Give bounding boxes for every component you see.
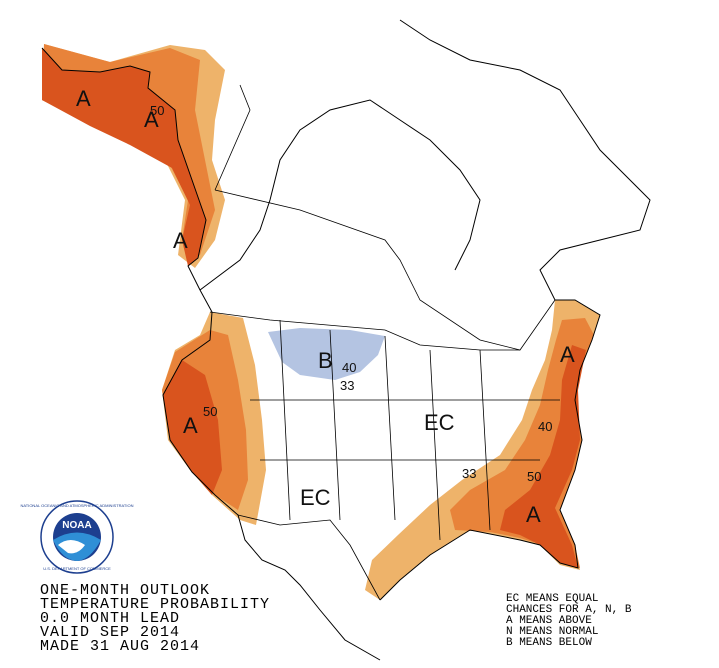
info-line: TEMPERATURE PROBABILITY — [40, 596, 270, 613]
map-label: A — [560, 342, 575, 367]
map-label: EC — [300, 485, 331, 510]
legend-line: N MEANS NORMAL — [506, 626, 598, 638]
map-contour-label: 33 — [340, 378, 354, 393]
map-contour-label: 33 — [462, 466, 476, 481]
map-label: A — [183, 413, 198, 438]
logo-text: NOAA — [62, 520, 91, 531]
map-label: B — [318, 348, 333, 373]
logo-ring-text: U.S. DEPARTMENT OF COMMERCE — [43, 566, 111, 571]
legend: EC MEANS EQUAL CHANCES FOR A, N, B A MEA… — [506, 593, 632, 649]
below-shading — [268, 328, 385, 380]
west-shading — [162, 312, 266, 525]
info-line: MADE 31 AUG 2014 — [40, 638, 200, 655]
map-outlines — [41, 19, 651, 661]
info-line: VALID SEP 2014 — [40, 624, 180, 641]
noaa-logo: NOAA NATIONAL OCEANIC AND ATMOSPHERIC AD… — [21, 500, 134, 574]
info-line: ONE-MONTH OUTLOOK — [40, 582, 210, 599]
legend-line: CHANCES FOR A, N, B — [506, 604, 632, 616]
map-label: A — [526, 502, 541, 527]
legend-line: A MEANS ABOVE — [506, 615, 592, 627]
map-contour-label: 50 — [150, 103, 164, 118]
logo-ring-text: NATIONAL OCEANIC AND ATMOSPHERIC ADMINIS… — [21, 503, 134, 508]
map-label: A — [173, 228, 188, 253]
outlook-info: ONE-MONTH OUTLOOK TEMPERATURE PROBABILIT… — [40, 582, 270, 655]
map-contour-label: 50 — [527, 469, 541, 484]
map-label: EC — [424, 410, 455, 435]
map-contour-label: 40 — [538, 419, 552, 434]
map-contour-label: 50 — [203, 404, 217, 419]
legend-line: EC MEANS EQUAL — [506, 593, 598, 605]
map-label: A — [76, 86, 91, 111]
east-shading — [365, 300, 600, 600]
map-contour-label: 40 — [342, 360, 356, 375]
legend-line: B MEANS BELOW — [506, 637, 592, 649]
info-line: 0.0 MONTH LEAD — [40, 610, 180, 627]
alaska-shading — [42, 44, 225, 268]
map-label: A — [144, 107, 159, 132]
